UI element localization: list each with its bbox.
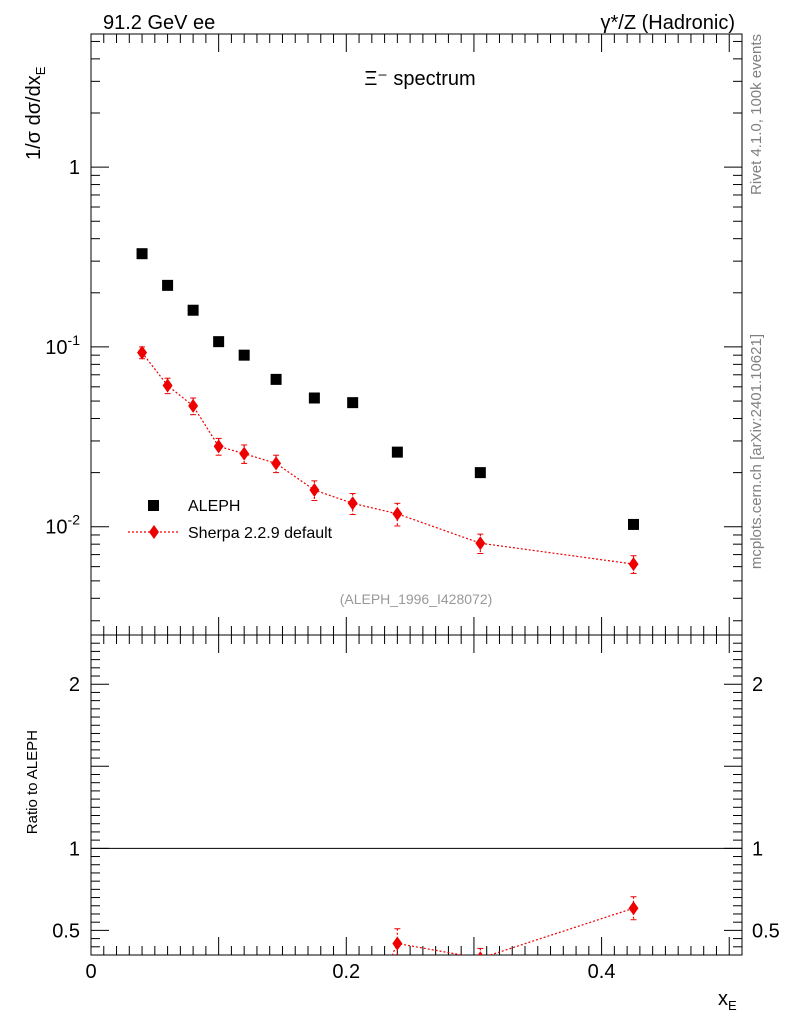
header-process-label: γ*/Z (Hadronic) — [601, 12, 735, 34]
header-energy-label: 91.2 GeV ee — [103, 12, 215, 34]
aleph-point — [308, 392, 320, 404]
ratio-y-tick-label-left: 0.5 — [52, 920, 80, 942]
ratio-series-line — [391, 907, 634, 955]
aleph-point — [187, 304, 199, 316]
sherpa-series-line — [141, 352, 634, 565]
legend-aleph-marker — [148, 500, 159, 511]
svg-text:xE: xE — [718, 988, 737, 1013]
rivet-version-label: Rivet 4.1.0, 100k events — [748, 34, 765, 195]
aleph-point — [213, 336, 225, 348]
main-axes: 1 10-1 10-2 — [45, 40, 742, 622]
ratio-y-axis-label: Ratio to ALEPH — [24, 730, 41, 834]
legend-sherpa-label: Sherpa 2.2.9 default — [188, 525, 333, 542]
sherpa-point — [188, 398, 199, 413]
aleph-point — [474, 467, 486, 479]
ratio-y-tick-label-right: 0.5 — [752, 920, 780, 942]
aleph-point — [628, 518, 639, 530]
ratio-series-group — [391, 896, 639, 955]
svg-text:1/σ dσ/dxE: 1/σ dσ/dxE — [23, 66, 48, 160]
main-y-tick-label: 1 — [69, 157, 80, 179]
main-y-tick-label: 10-1 — [45, 332, 80, 359]
ratio-y-tick-label-right: 1 — [752, 838, 763, 860]
ratio-y-tick-label-left: 2 — [69, 674, 80, 696]
sherpa-point — [628, 557, 639, 572]
sherpa-point — [309, 483, 320, 498]
plot-title: Ξ⁻ spectrum — [364, 68, 475, 90]
sherpa-point — [137, 345, 148, 360]
x-tick-label: 0.2 — [332, 961, 360, 983]
ratio-plot-frame — [90, 634, 743, 956]
aleph-point — [136, 248, 148, 260]
main-plot-frame — [90, 33, 743, 636]
sherpa-point — [347, 496, 358, 511]
sherpa-point — [392, 506, 403, 521]
x-tick-label: 0 — [85, 961, 96, 983]
aleph-point — [391, 446, 403, 458]
main-y-axis-label: 1/σ dσ/dxE — [23, 66, 48, 160]
ratio-point — [392, 936, 403, 951]
ratio-point — [628, 901, 639, 916]
aleph-point — [270, 373, 282, 385]
sherpa-point — [239, 446, 250, 461]
aleph-point — [238, 349, 250, 361]
ratio-y-tick-label-right: 2 — [752, 674, 763, 696]
x-axis-label: xE — [718, 988, 737, 1013]
ratio-axes: 0.5 0.5 1 1 2 2 — [52, 634, 780, 948]
sherpa-point — [162, 378, 173, 393]
ratio-point — [477, 951, 483, 955]
legend-sherpa-marker — [149, 525, 159, 539]
series-layer — [136, 248, 639, 955]
sherpa-point — [271, 456, 282, 471]
ratio-y-tick-label-left: 1 — [69, 838, 80, 860]
legend: ALEPH Sherpa 2.2.9 default — [128, 498, 333, 542]
x-tick-label: 0.4 — [588, 961, 616, 983]
analysis-id-label: (ALEPH_1996_I428072) — [340, 591, 493, 607]
sherpa-point — [475, 536, 486, 551]
aleph-point — [162, 279, 174, 291]
aleph-point — [347, 397, 359, 409]
legend-aleph-label: ALEPH — [188, 498, 240, 515]
x-axis: 0 0.2 0.4 — [85, 34, 730, 983]
mcplots-citation-label: mcplots.cern.ch [arXiv:2401.10621] — [748, 334, 765, 569]
sherpa-point — [213, 439, 224, 454]
main-y-tick-label: 10-2 — [45, 512, 80, 539]
